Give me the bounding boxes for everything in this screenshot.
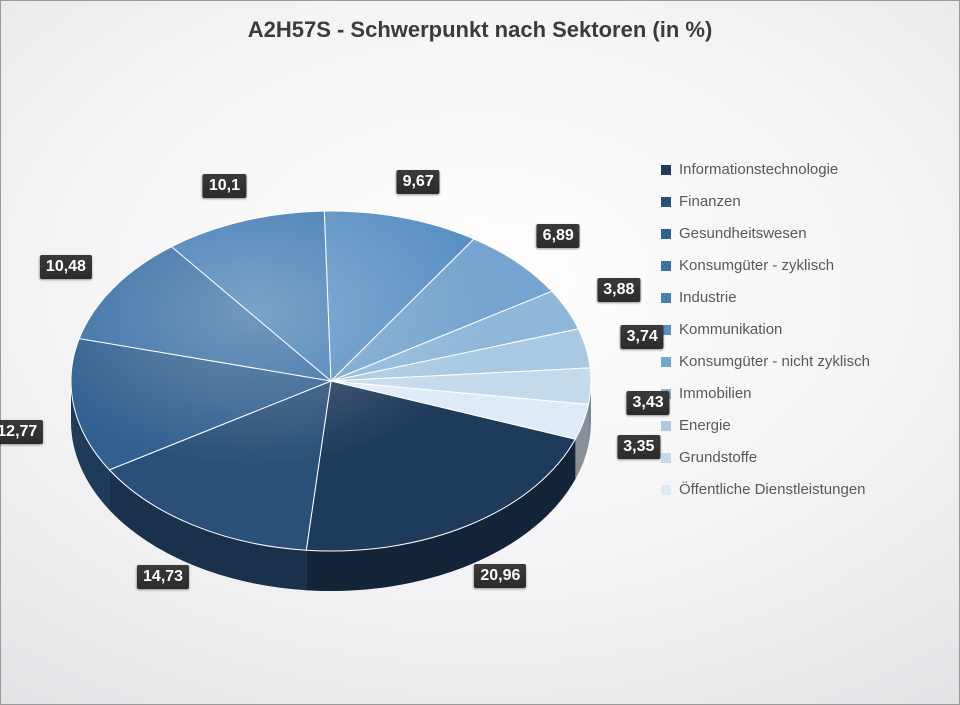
legend-label: Immobilien	[679, 385, 752, 402]
data-label: 3,74	[621, 325, 664, 349]
legend-item: Konsumgüter - zyklisch	[661, 257, 870, 274]
legend-item: Gesundheitswesen	[661, 225, 870, 242]
legend-item: Immobilien	[661, 385, 870, 402]
legend-swatch	[661, 229, 671, 239]
legend-item: Konsumgüter - nicht zyklisch	[661, 353, 870, 370]
chart-stage: A2H57S - Schwerpunkt nach Sektoren (in %…	[0, 0, 960, 705]
legend-swatch	[661, 485, 671, 495]
data-label: 12,77	[0, 420, 43, 444]
legend-swatch	[661, 293, 671, 303]
legend-swatch	[661, 165, 671, 175]
legend-item: Informationstechnologie	[661, 161, 870, 178]
data-label: 20,96	[474, 564, 526, 588]
legend-label: Konsumgüter - nicht zyklisch	[679, 353, 870, 370]
data-label: 3,88	[597, 278, 640, 302]
legend-item: Energie	[661, 417, 870, 434]
legend: Informationstechnologie Finanzen Gesundhei…	[661, 161, 870, 513]
legend-item: Öffentliche Dienstleistungen	[661, 481, 870, 498]
data-label: 10,48	[40, 255, 92, 279]
legend-label: Öffentliche Dienstleistungen	[679, 481, 866, 498]
legend-item: Finanzen	[661, 193, 870, 210]
data-label: 9,67	[397, 170, 440, 194]
legend-label: Konsumgüter - zyklisch	[679, 257, 834, 274]
data-label: 3,35	[617, 435, 660, 459]
data-label: 10,1	[203, 174, 246, 198]
legend-swatch	[661, 453, 671, 463]
legend-swatch	[661, 261, 671, 271]
legend-item: Industrie	[661, 289, 870, 306]
legend-swatch	[661, 357, 671, 367]
legend-label: Gesundheitswesen	[679, 225, 807, 242]
legend-label: Grundstoffe	[679, 449, 757, 466]
legend-label: Finanzen	[679, 193, 741, 210]
data-label: 14,73	[137, 565, 189, 589]
legend-label: Informationstechnologie	[679, 161, 838, 178]
data-label: 3,43	[626, 391, 669, 415]
legend-label: Industrie	[679, 289, 737, 306]
legend-swatch	[661, 421, 671, 431]
data-label: 6,89	[537, 224, 580, 248]
legend-swatch	[661, 197, 671, 207]
legend-label: Kommunikation	[679, 321, 782, 338]
legend-item: Kommunikation	[661, 321, 870, 338]
legend-item: Grundstoffe	[661, 449, 870, 466]
legend-label: Energie	[679, 417, 731, 434]
